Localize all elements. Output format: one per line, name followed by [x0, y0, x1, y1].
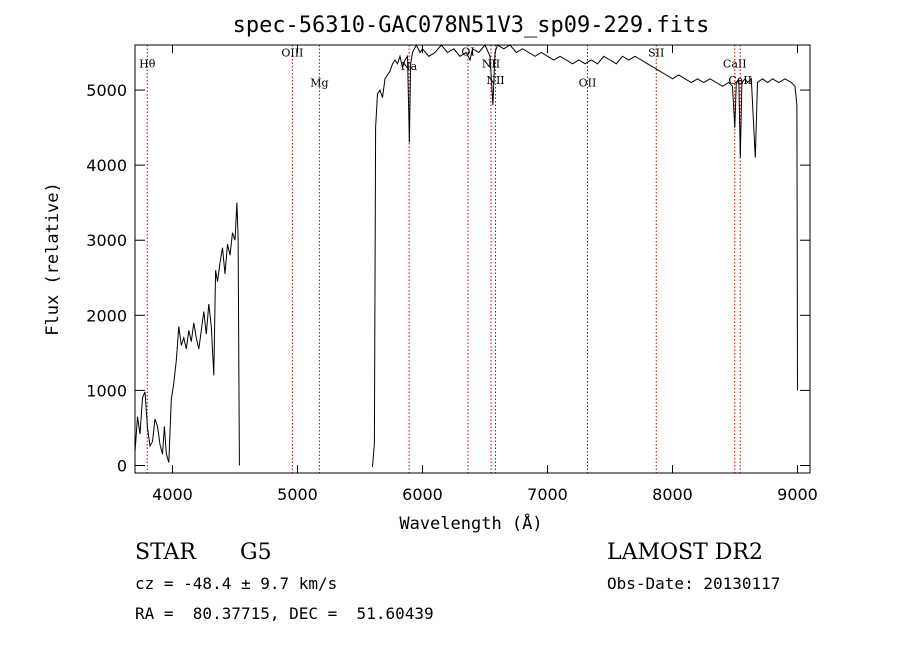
line-label-0: Hθ [139, 58, 156, 71]
y-tick-label-0: 0 [117, 456, 127, 475]
x-tick-label-4: 8000 [652, 485, 693, 504]
line-label-7: OII [579, 76, 597, 89]
observation-date: Obs-Date: 20130117 [607, 574, 781, 593]
y-tick-label-4: 4000 [86, 156, 127, 175]
axes: 4000 5000 6000 7000 8000 9000 0 1000 2000 3000 400… [86, 45, 818, 504]
x-axis-label: Wavelength (Å) [399, 512, 542, 534]
y-tick-label-1: 1000 [86, 381, 127, 400]
redshift-velocity: cz = -48.4 ± 9.7 km/s [135, 574, 338, 593]
survey-name: LAMOST DR2 [607, 540, 763, 565]
line-label-4: OI [461, 46, 474, 59]
line-label-5: NII [482, 58, 500, 71]
x-tick-label-2: 6000 [402, 485, 443, 504]
y-tick-label-2: 2000 [86, 306, 127, 325]
x-tick-label-0: 4000 [152, 485, 193, 504]
x-tick-label-1: 5000 [277, 485, 318, 504]
object-subclass: G5 [240, 540, 272, 565]
spectrum-series [134, 43, 798, 468]
y-axis-label: Flux (relative) [43, 182, 63, 336]
sky-coordinates: RA = 80.37715, DEC = 51.60439 [135, 604, 434, 623]
y-tick-label-3: 3000 [86, 231, 127, 250]
line-label-8: SII [648, 46, 664, 59]
x-tick-label-3: 7000 [527, 485, 568, 504]
plot-frame [134, 44, 811, 474]
line-label-3: Na [401, 60, 418, 73]
chart-title: spec-56310-GAC078N51V3_sp09-229.fits [233, 13, 710, 38]
y-tick-label-5: 5000 [86, 81, 127, 100]
object-class: STAR [135, 540, 196, 565]
line-label-9: CaII [723, 58, 747, 71]
line-label-6: NII [486, 74, 504, 87]
spectral-line-markers [146, 45, 741, 473]
line-label-2: Mg [310, 76, 328, 89]
spectral-line-labels: Hθ OIII Mg Na OI NII NII OII SII CaII CaII [139, 46, 752, 90]
x-tick-label-5: 9000 [777, 485, 818, 504]
spectrum-segment-1 [372, 43, 798, 468]
line-label-1: OIII [281, 46, 303, 59]
spectrum-segment-0 [134, 202, 240, 466]
line-label-10: CaII [728, 74, 752, 87]
